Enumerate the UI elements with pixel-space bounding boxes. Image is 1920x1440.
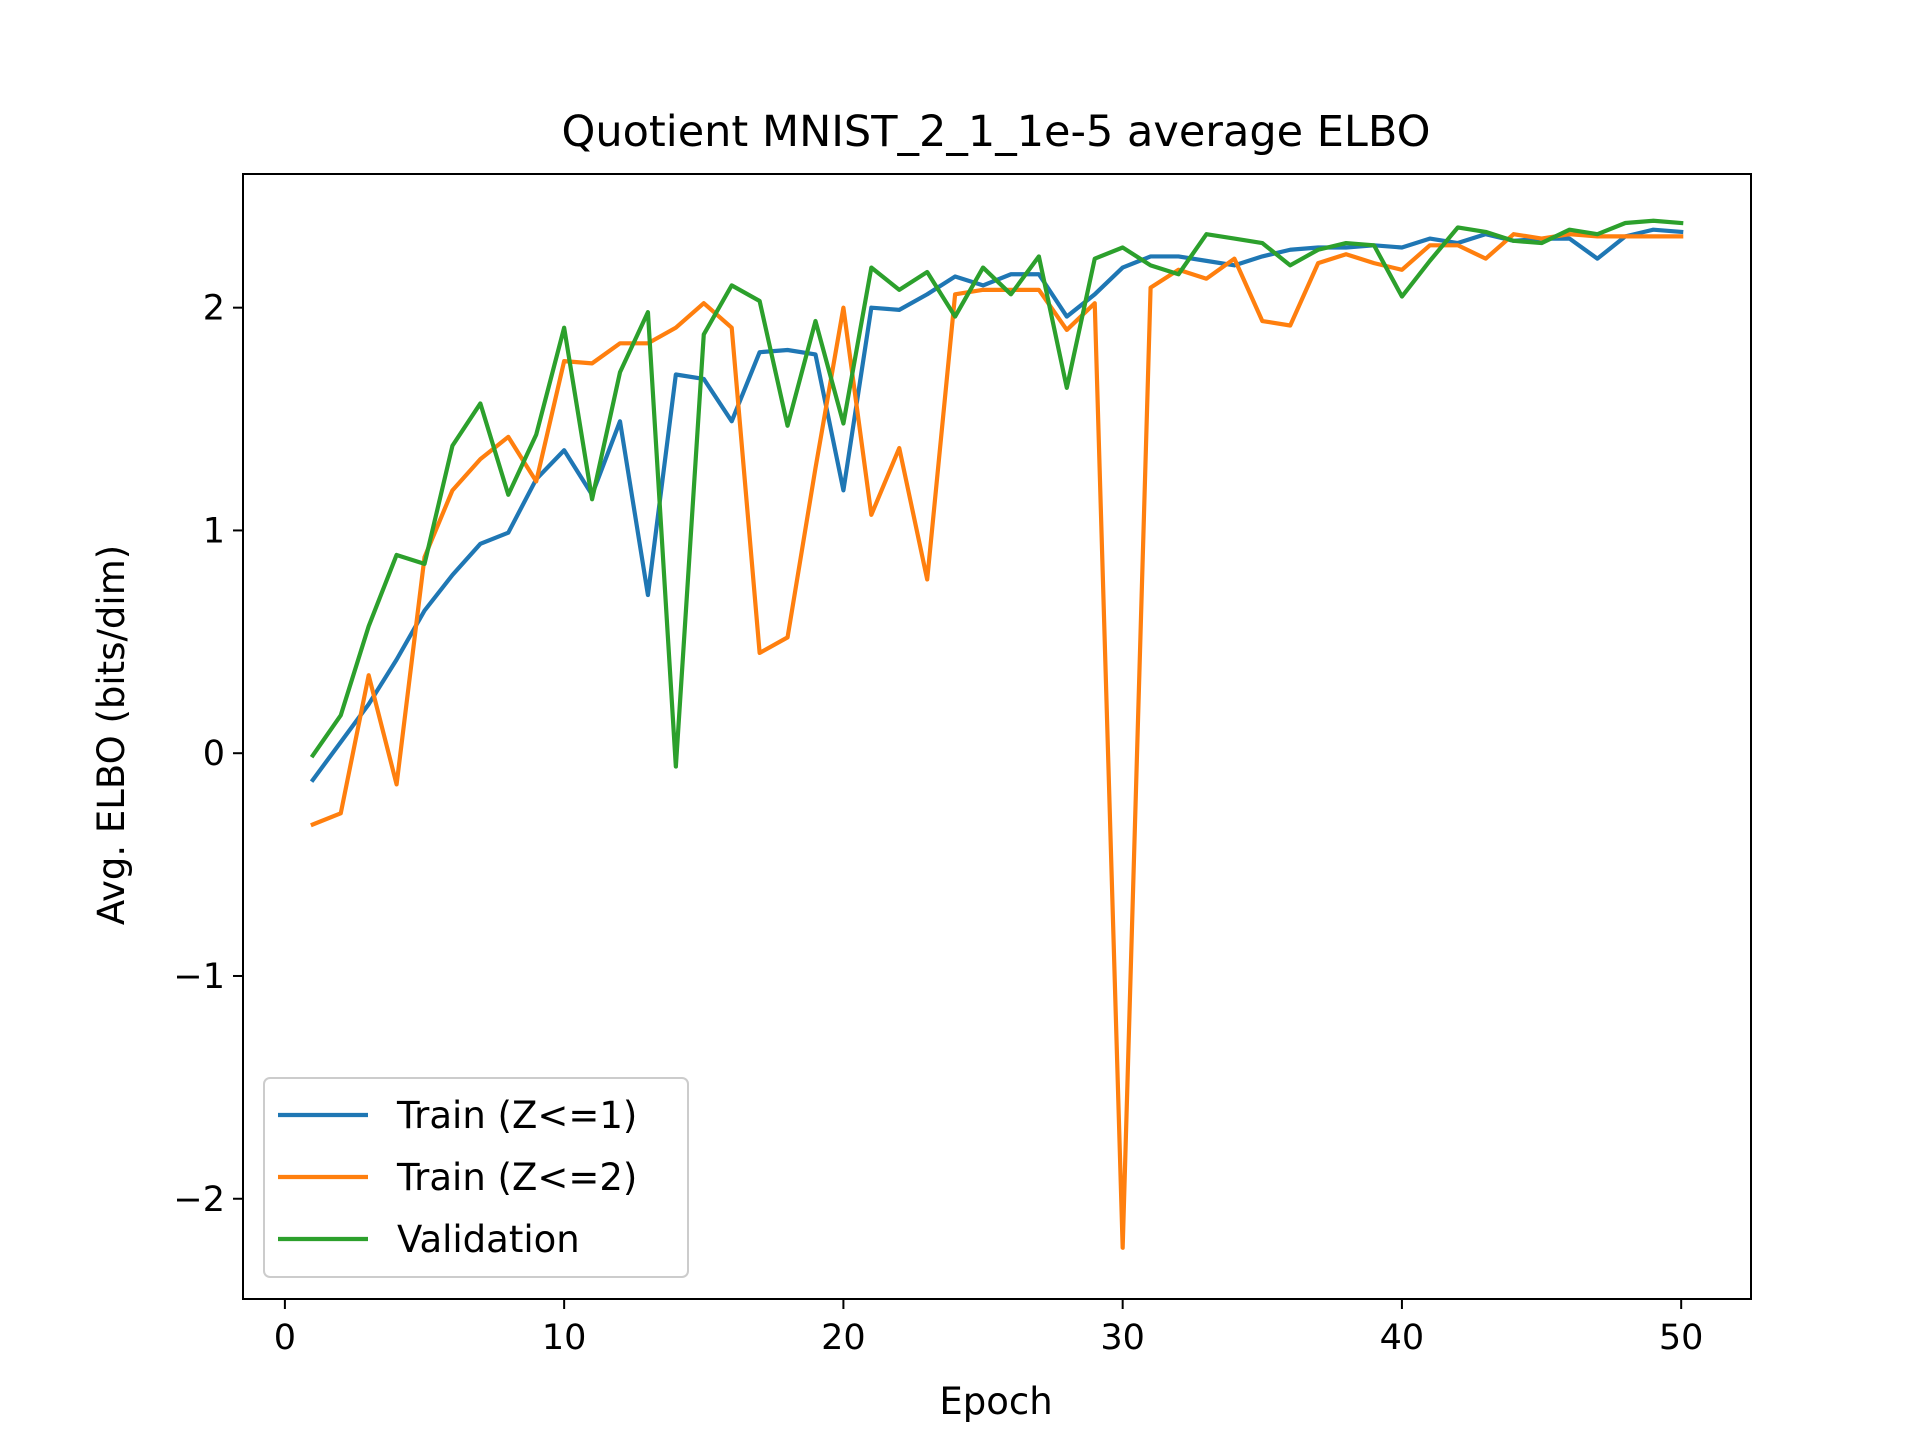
x-tick-label: 0 bbox=[274, 1318, 296, 1358]
axis-ticks: 0 10 20 30 40 50 −2 −1 0 1 2 bbox=[173, 289, 1703, 1358]
x-tick-label: 10 bbox=[542, 1318, 587, 1358]
x-axis-label: Epoch bbox=[939, 1380, 1052, 1423]
y-tick-label: 0 bbox=[203, 734, 225, 774]
legend: Train (Z<=1) Train (Z<=2) Validation bbox=[263, 1077, 689, 1278]
y-tick-label: −2 bbox=[173, 1180, 225, 1220]
plot-frame bbox=[242, 173, 1752, 1300]
plot-series bbox=[309, 218, 1684, 1250]
y-axis-label: Avg. ELBO (bits/dim) bbox=[90, 545, 133, 925]
y-tick-label: 1 bbox=[203, 511, 225, 551]
chart-title: Quotient MNIST_2_1_1e-5 average ELBO bbox=[562, 107, 1431, 157]
legend-box bbox=[263, 1077, 689, 1278]
legend-label: Train (Z<=1) bbox=[396, 1094, 637, 1137]
x-tick-label: 20 bbox=[821, 1318, 866, 1358]
y-tick-label: −1 bbox=[173, 957, 225, 997]
x-tick-label: 30 bbox=[1100, 1318, 1145, 1358]
series-line-1 bbox=[310, 232, 1684, 1250]
y-tick-label: 2 bbox=[203, 289, 225, 329]
legend-label: Validation bbox=[397, 1218, 580, 1261]
legend-label: Train (Z<=2) bbox=[396, 1156, 637, 1199]
x-tick-label: 40 bbox=[1380, 1318, 1425, 1358]
x-tick-label: 50 bbox=[1659, 1318, 1704, 1358]
series-line-2 bbox=[309, 218, 1684, 769]
